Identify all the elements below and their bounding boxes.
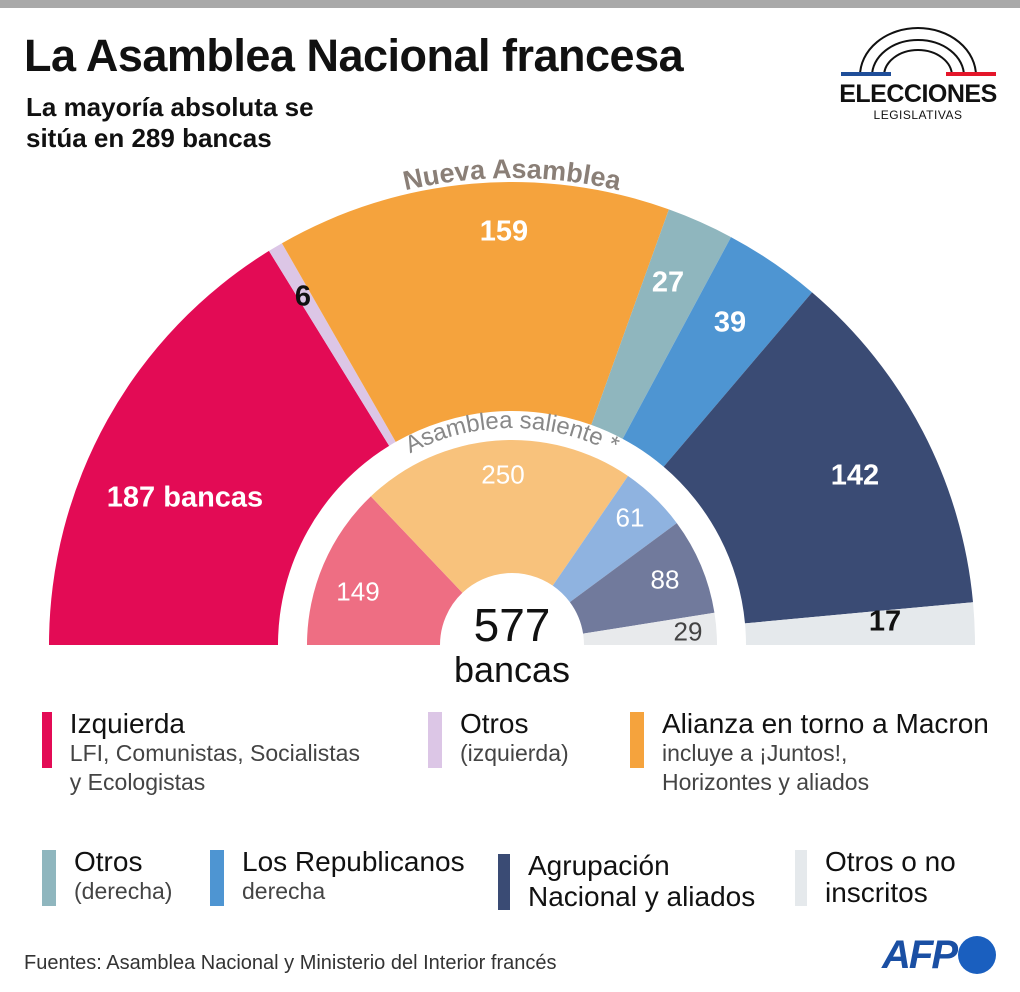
outer-segment-3 [591,209,732,439]
inner-label-izquierda: 149 [336,576,380,607]
inner-segment-4 [583,612,717,645]
top-bar [0,0,1020,8]
parliament-chart: Nueva Asamblea Asamblea saliente * [49,154,975,646]
total-seats: 577 [473,599,551,651]
inner-segment-0 [307,496,463,645]
legend-item-otros-derecha: Otros (derecha) [42,846,172,906]
inner-label-no-inscritos: 29 [673,616,703,647]
total-seats-unit: bancas [453,649,571,690]
outer-label-no-inscritos: 17 [868,605,902,638]
afp-logo-text: AFP [882,933,958,977]
outer-segment-5 [663,292,974,624]
legend-item-macron: Alianza en torno a Macron incluye a ¡Junt… [630,708,1015,797]
legend-title: Agrupación Nacional y aliados [528,850,756,912]
legend-desc: incluye a ¡Juntos!, Horizontes y aliados [662,740,870,795]
legend-title: Alianza en torno a Macron [662,708,989,739]
outer-label-izquierda: 187 bancas [106,481,264,514]
outer-segment-2 [281,182,669,442]
legend-swatch [795,850,807,906]
legend-title: Los Republicanos [242,846,465,877]
legend-desc: (derecha) [74,878,173,904]
legend-title: Otros [74,846,143,877]
legend-item-republicanos: Los Republicanos derecha [210,846,465,906]
legend-title: Otros [460,708,529,739]
legend-item-rn: Agrupación Nacional y aliados [498,850,778,912]
page-title: La Asamblea Nacional francesa [24,30,684,81]
outer-label-otros-izquierda: 6 [294,280,312,313]
elecciones-logo: ELECCIONES LEGISLATIVAS [838,18,998,128]
legend-title: Izquierda [69,708,185,739]
afp-logo-dot [958,936,996,974]
outer-label-republicanos: 39 [713,306,747,339]
outer-label-rn: 142 [830,459,880,492]
inner-segment-2 [552,475,677,603]
outer-segment-1 [268,243,396,446]
outer-label-macron: 159 [479,215,529,248]
legend-swatch [428,712,442,768]
legend-swatch [42,850,56,906]
legend-title: Otros o no inscritos [825,846,956,908]
legend-swatch [498,854,510,910]
subtitle: La mayoría absoluta se sitúa en 289 banc… [26,92,314,153]
legend-swatch [630,712,644,768]
legend-item-no-inscritos: Otros o no inscritos [795,846,1015,908]
outer-label-otros-derecha: 27 [651,266,685,299]
legend-item-otros-izquierda: Otros (izquierda) [428,708,598,768]
source-note: Fuentes: Asamblea Nacional y Ministerio … [24,952,557,974]
inner-label-rn: 88 [650,564,680,595]
outer-segment-4 [622,237,813,467]
outer-segment-0 [49,250,390,646]
parliament-arcs-icon [841,27,996,77]
legend-desc: (izquierda) [460,740,569,766]
legend-swatch [42,712,52,768]
inner-segment-3 [569,523,715,634]
legend-desc: derecha [242,878,326,904]
logo-sub: LEGISLATIVAS [873,108,963,122]
legend-item-izquierda: Izquierda LFI, Comunistas, Socialistas y … [42,708,372,797]
afp-logo: AFP [882,933,958,978]
outer-segment-6 [744,602,975,645]
legend-swatch [210,850,224,906]
inner-label-republicanos: 61 [615,502,645,533]
inner-label-macron: 250 [481,459,525,490]
logo-word: ELECCIONES [839,80,997,108]
legend-desc: LFI, Comunistas, Socialistas y Ecologist… [69,740,360,795]
inner-segment-1 [370,439,629,593]
